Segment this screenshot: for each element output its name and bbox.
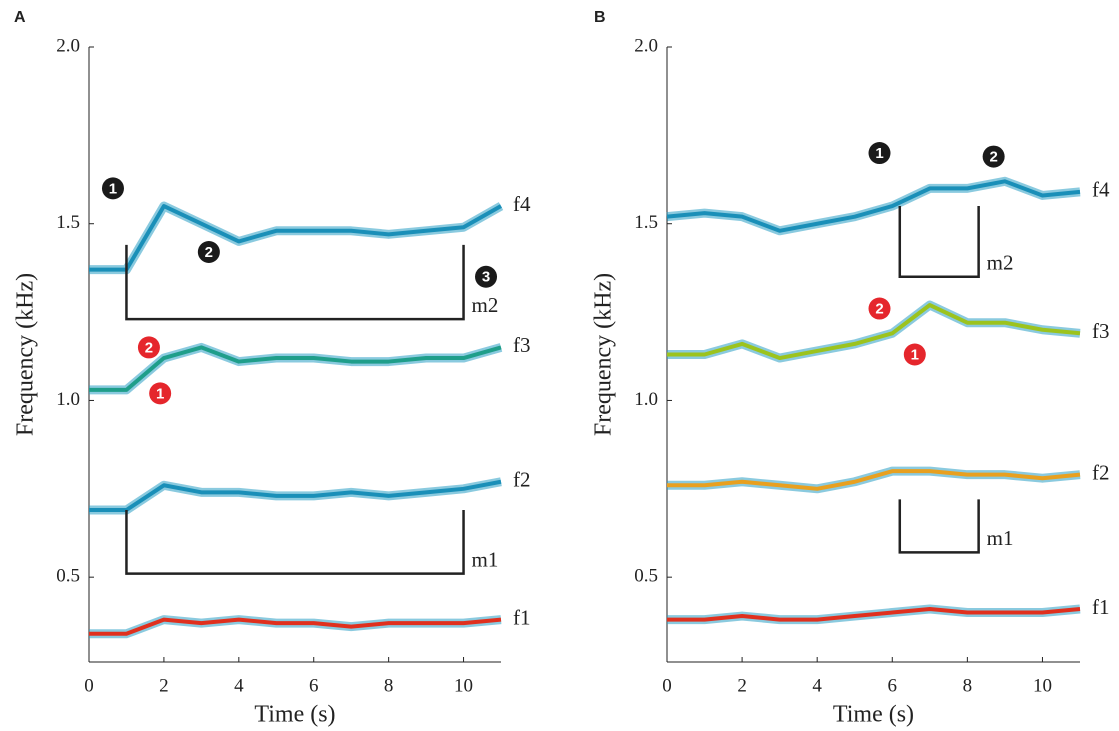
marker-label: 2 [145, 339, 153, 356]
x-tick-label: 6 [888, 675, 898, 696]
x-tick-label: 2 [737, 675, 747, 696]
bracket-label: m1 [472, 547, 499, 571]
bracket [125, 510, 465, 575]
x-axis-label: Time (s) [254, 702, 335, 728]
x-tick-label: 10 [1033, 675, 1052, 696]
marker-label: 1 [875, 145, 883, 162]
bracket-label: m2 [987, 251, 1014, 275]
x-tick-label: 4 [812, 675, 822, 696]
y-tick-label: 2.0 [56, 35, 80, 56]
marker-pin [137, 336, 160, 359]
y-axis-label: Frequency (kHz) [591, 273, 617, 436]
series-label: f1 [513, 605, 531, 629]
trace [667, 469, 1081, 491]
trace-halo [667, 466, 1081, 494]
marker-pin [982, 145, 1005, 168]
marker-pin [903, 343, 926, 366]
trace [89, 479, 502, 513]
y-tick-label: 1.0 [56, 389, 80, 410]
marker-label: 3 [482, 269, 490, 286]
marker-label: 1 [911, 346, 919, 363]
marker-label: 2 [875, 301, 883, 318]
trace-halo [89, 201, 504, 275]
marker-pin [868, 142, 891, 165]
bracket-label: m2 [472, 293, 499, 317]
panel-letter: A [14, 9, 26, 26]
marker-label: 2 [989, 149, 997, 166]
y-tick-label: 1.5 [56, 212, 80, 233]
x-tick-label: 4 [234, 675, 244, 696]
series-label: f4 [1092, 178, 1110, 202]
trace [89, 204, 502, 272]
bracket-label: m1 [987, 526, 1014, 550]
series-label: f3 [513, 333, 531, 357]
y-axis-label: Frequency (kHz) [13, 273, 39, 436]
x-tick-label: 0 [84, 675, 94, 696]
trace [667, 303, 1081, 361]
panel: A 0 2 4 6 8 10 0.5 1.0 1.5 2.0 Time (s) Frequency (k… [13, 9, 531, 727]
x-tick-label: 8 [963, 675, 973, 696]
panel: B 0 2 4 6 8 10 0.5 1.0 1.5 2.0 Time (s) Frequency (k… [591, 9, 1110, 727]
trace [89, 617, 502, 636]
series-label: f2 [513, 468, 531, 492]
trace-halo [666, 176, 1081, 236]
series-label: f4 [513, 192, 531, 216]
bracket [898, 499, 980, 554]
y-tick-label: 0.5 [634, 566, 658, 587]
marker-pin [149, 382, 172, 405]
y-tick-label: 1.0 [634, 389, 658, 410]
bracket [898, 206, 980, 278]
x-tick-label: 2 [159, 675, 169, 696]
marker-label: 1 [156, 385, 164, 402]
marker-label: 1 [109, 180, 117, 197]
marker-pin [475, 265, 498, 288]
marker-pin [101, 177, 124, 200]
bracket [125, 244, 465, 321]
marker-pin [197, 241, 220, 263]
y-tick-label: 1.5 [634, 212, 658, 233]
x-tick-label: 6 [309, 675, 319, 696]
series-label: f3 [1092, 319, 1110, 343]
x-axis-label: Time (s) [833, 702, 914, 728]
panel-letter: B [594, 9, 606, 26]
y-tick-label: 0.5 [56, 566, 80, 587]
marker-label: 2 [205, 244, 213, 261]
y-tick-label: 2.0 [634, 35, 658, 56]
marker-pin [868, 297, 891, 320]
trace [89, 345, 502, 392]
trace [666, 179, 1081, 233]
x-tick-label: 0 [662, 675, 672, 696]
trace [667, 606, 1081, 622]
series-label: f2 [1092, 460, 1110, 484]
series-label: f1 [1092, 595, 1110, 619]
x-tick-label: 10 [454, 675, 473, 696]
x-tick-label: 8 [384, 675, 394, 696]
